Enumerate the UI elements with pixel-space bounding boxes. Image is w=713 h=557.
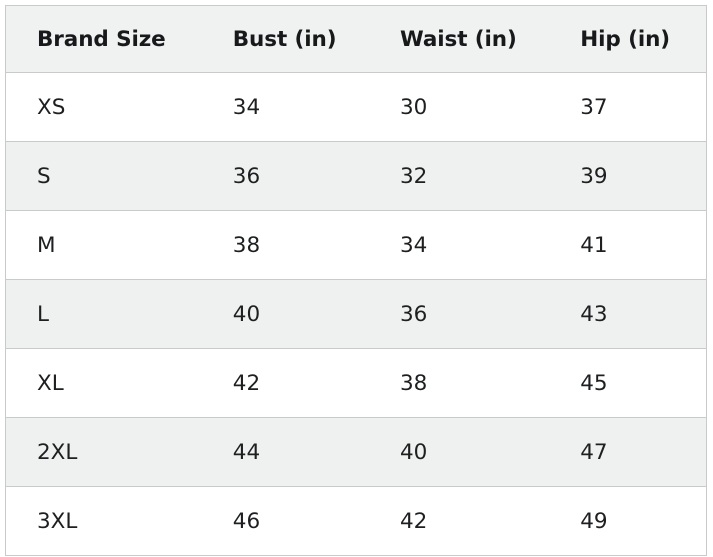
cell-waist: 34 [369,210,550,280]
cell-hip: 41 [549,210,707,280]
table-row: XL 42 38 45 [5,348,707,418]
column-header-hip: Hip (in) [549,5,707,73]
cell-waist: 36 [369,279,550,349]
cell-brand-size: XL [5,348,202,418]
table-header: Brand Size Bust (in) Waist (in) Hip (in) [5,5,707,73]
cell-brand-size: 2XL [5,417,202,487]
cell-hip: 49 [549,486,707,556]
column-header-brand-size: Brand Size [5,5,202,73]
cell-hip: 37 [549,72,707,142]
cell-waist: 38 [369,348,550,418]
cell-bust: 42 [201,348,369,418]
cell-hip: 45 [549,348,707,418]
cell-bust: 40 [201,279,369,349]
header-row: Brand Size Bust (in) Waist (in) Hip (in) [5,5,707,73]
table-row: M 38 34 41 [5,210,707,280]
table-row: L 40 36 43 [5,279,707,349]
column-header-waist: Waist (in) [369,5,550,73]
table-row: 3XL 46 42 49 [5,486,707,556]
column-header-bust: Bust (in) [201,5,369,73]
table-body: XS 34 30 37 S 36 32 39 M 38 34 41 L 40 3… [5,72,707,556]
table-row: 2XL 44 40 47 [5,417,707,487]
cell-waist: 40 [369,417,550,487]
cell-waist: 30 [369,72,550,142]
cell-hip: 47 [549,417,707,487]
cell-waist: 32 [369,141,550,211]
cell-brand-size: L [5,279,202,349]
cell-bust: 46 [201,486,369,556]
cell-waist: 42 [369,486,550,556]
cell-bust: 34 [201,72,369,142]
cell-hip: 39 [549,141,707,211]
cell-bust: 44 [201,417,369,487]
table-row: S 36 32 39 [5,141,707,211]
cell-brand-size: XS [5,72,202,142]
cell-hip: 43 [549,279,707,349]
cell-brand-size: 3XL [5,486,202,556]
cell-brand-size: S [5,141,202,211]
cell-brand-size: M [5,210,202,280]
table-row: XS 34 30 37 [5,72,707,142]
cell-bust: 38 [201,210,369,280]
size-chart-table: Brand Size Bust (in) Waist (in) Hip (in)… [5,5,707,556]
cell-bust: 36 [201,141,369,211]
size-chart-container: Brand Size Bust (in) Waist (in) Hip (in)… [5,5,707,556]
